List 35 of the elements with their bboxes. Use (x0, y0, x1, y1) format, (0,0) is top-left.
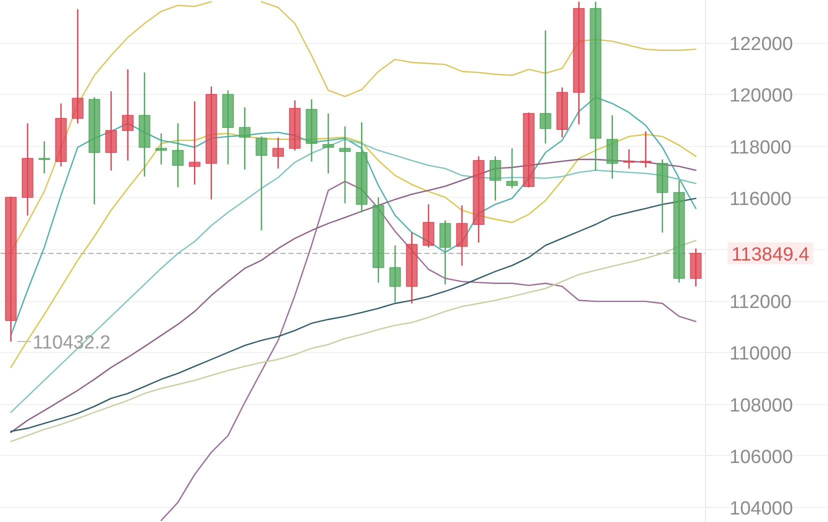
candlestick (256, 136, 268, 232)
candlestick (188, 100, 200, 186)
y-tick-label: 106000 (730, 446, 793, 468)
candlestick (38, 140, 50, 174)
candlestick (172, 122, 184, 188)
candlestick (389, 244, 401, 304)
candlestick (339, 126, 351, 204)
y-tick-label: 108000 (730, 395, 793, 416)
y-tick-label: 122000 (730, 34, 793, 56)
y-tick-label: 116000 (730, 188, 792, 210)
line-series (160, 180, 696, 522)
candlestick (439, 220, 452, 285)
candlestick (640, 130, 652, 168)
candlestick (155, 132, 168, 165)
y-tick-label: 118000 (730, 137, 792, 158)
ref-line-label: 113849.4 (732, 244, 810, 266)
line-series (10, 96, 696, 336)
candlestick (506, 148, 518, 189)
candlestick (540, 30, 552, 144)
y-tick-label: 104000 (730, 498, 793, 520)
y-tick-label: 110000 (730, 344, 792, 365)
candlestick (122, 68, 134, 162)
candlestick (72, 8, 84, 124)
candlestick (422, 204, 434, 248)
candlestick (105, 90, 117, 172)
y-tick-label: 112000 (730, 292, 792, 314)
candlestick (623, 148, 635, 170)
y-tick-label: 120000 (730, 86, 793, 107)
candlestick (322, 112, 334, 174)
candlestick (606, 114, 618, 180)
candlestick (272, 136, 284, 170)
candlestick (456, 204, 468, 266)
candlestick (489, 156, 502, 202)
candlestick (238, 106, 251, 170)
line-series (10, 240, 696, 442)
